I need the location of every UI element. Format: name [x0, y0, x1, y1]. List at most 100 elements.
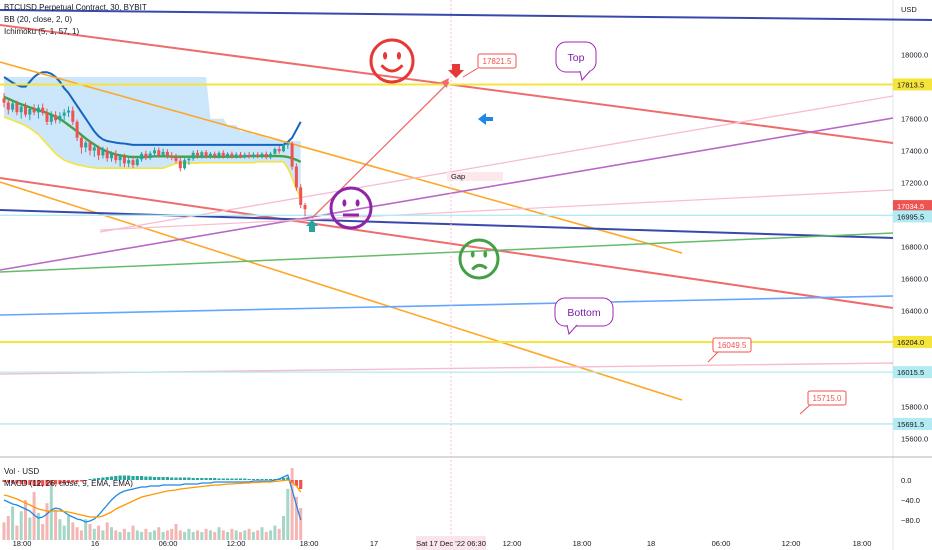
- volume-bar: [135, 530, 139, 540]
- volume-bar: [157, 527, 161, 540]
- macd-histogram-bar: [19, 480, 23, 484]
- price-axis-label: 16204.0: [897, 338, 924, 347]
- candle-body: [239, 154, 242, 157]
- macd-legend: MACD (12, 26, close, 9, EMA, EMA): [4, 479, 133, 488]
- macd-histogram-bar: [251, 479, 255, 480]
- candle-body: [32, 109, 36, 113]
- candle-body: [135, 159, 139, 165]
- macd-histogram-bar: [217, 478, 221, 480]
- pink-lower-trendline: [99, 189, 894, 231]
- macd-histogram-bar: [54, 480, 58, 485]
- macd-histogram-bar: [49, 480, 53, 485]
- volume-bar: [75, 527, 79, 540]
- volume-bar: [204, 528, 208, 540]
- callout-box: [477, 53, 517, 69]
- macd-histogram-bar: [97, 478, 101, 480]
- volume-legend: Vol · USD: [4, 467, 40, 476]
- candle-body: [157, 150, 161, 156]
- time-tick-label: 12:00: [782, 539, 801, 548]
- price-axis-label: 16015.5: [897, 368, 924, 377]
- candle-body: [226, 153, 230, 157]
- left-arrow-marker-icon: [478, 113, 493, 125]
- volume-bar: [6, 516, 10, 540]
- candle-body: [49, 115, 53, 122]
- candle-body: [196, 152, 199, 156]
- macd-histogram-bar: [122, 475, 126, 480]
- price-tick-label: 16400.0: [901, 307, 928, 316]
- top-bubble: Top: [555, 41, 597, 82]
- candle-body: [92, 147, 96, 151]
- volume-bar: [286, 488, 290, 540]
- macd-histogram-bar: [178, 477, 182, 480]
- macd-histogram-bar: [32, 480, 36, 486]
- volume-bar: [217, 527, 221, 540]
- candle-body: [269, 153, 273, 158]
- candle-body: [118, 156, 122, 161]
- volume-bar: [200, 532, 204, 540]
- candle-body: [88, 142, 92, 151]
- macd-histogram-bar: [200, 478, 204, 480]
- candle-body: [299, 187, 303, 205]
- bubble-box: [555, 41, 597, 73]
- bb-lower-line: [3, 116, 302, 199]
- callout-17821: 17821.5: [462, 53, 517, 78]
- down-arrow-marker-icon: [448, 64, 464, 78]
- volume-bar: [127, 532, 131, 540]
- candle-body: [110, 153, 113, 159]
- price-tick-label: 17600.0: [901, 115, 928, 124]
- price-tick-label: 18000.0: [901, 51, 928, 60]
- callout-box: [712, 337, 752, 353]
- volume-bar: [11, 506, 15, 540]
- macd-tick-label: 0.0: [901, 476, 911, 485]
- time-tick-label: 17: [370, 539, 378, 548]
- candle-body: [178, 160, 182, 169]
- macd-histogram-bar: [165, 477, 169, 480]
- macd-histogram-bar: [269, 479, 273, 480]
- volume-bar: [2, 522, 6, 540]
- navy-lower-trendline: [0, 209, 894, 239]
- volume-bar: [247, 528, 251, 540]
- crosshair-time-bg: [416, 536, 486, 550]
- macd-histogram-bar: [45, 480, 49, 486]
- macd-histogram-bar: [230, 478, 234, 480]
- candle-body: [170, 155, 174, 157]
- callout-pointer: [799, 404, 811, 415]
- candle-body: [243, 154, 247, 157]
- price-axis-label: 15691.5: [897, 420, 924, 429]
- volume-bar: [118, 532, 122, 540]
- price-label-bg: [893, 210, 932, 223]
- volume-bar: [183, 532, 187, 540]
- volume-bar: [67, 516, 70, 540]
- volume-bar: [54, 509, 58, 540]
- volume-bar: [24, 500, 27, 540]
- macd-tick-label: −40.0: [901, 496, 920, 505]
- candle-body: [24, 106, 27, 115]
- candle-body: [144, 153, 148, 158]
- candle-body: [62, 112, 66, 116]
- macd-histogram-bar: [174, 477, 178, 480]
- volume-bar: [221, 530, 225, 540]
- candle-body: [174, 157, 178, 161]
- volume-bar: [165, 530, 169, 540]
- macd-histogram-bar: [234, 478, 238, 480]
- volume-bar: [239, 532, 242, 540]
- bb-basis-line: [3, 95, 302, 163]
- macd-histogram-bar: [140, 476, 144, 480]
- macd-histogram-bar: [294, 480, 298, 486]
- price-tick-label: 17400.0: [901, 147, 928, 156]
- volume-bar: [174, 524, 178, 540]
- volume-bar: [101, 530, 105, 540]
- bubble-tail: [579, 70, 591, 82]
- price-tick-label: 16600.0: [901, 275, 928, 284]
- volume-bar: [260, 527, 264, 540]
- volume-bar: [273, 525, 277, 540]
- macd-histogram-bar: [152, 477, 157, 480]
- volume-bar: [299, 508, 303, 540]
- volume-bar: [187, 528, 191, 540]
- candle-body: [19, 106, 23, 113]
- candle-body: [200, 152, 204, 156]
- volume-bar: [71, 522, 75, 540]
- callout-label: 16049.5: [718, 341, 747, 350]
- macd-histogram-bar: [109, 476, 114, 480]
